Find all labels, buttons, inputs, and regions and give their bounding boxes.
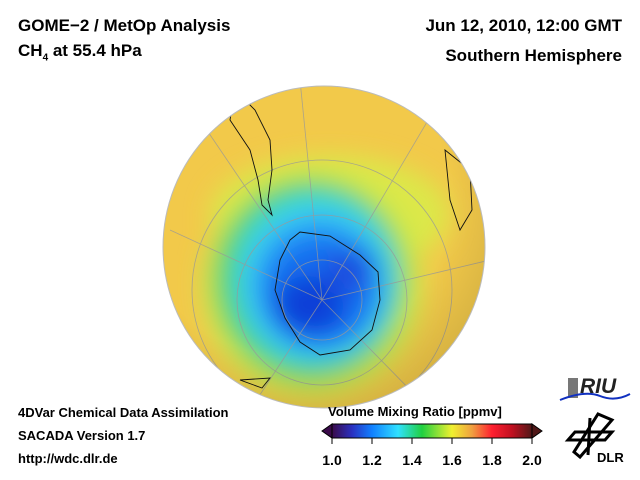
colorbar-tick: 1.8	[482, 452, 502, 468]
colorbar-tick: 2.0	[522, 452, 542, 468]
dlr-logo-text: DLR	[597, 450, 624, 465]
riu-logo-text: RIU	[580, 375, 617, 398]
species-subscript: 4	[42, 52, 49, 64]
colorbar-gradient	[331, 423, 533, 439]
colorbar-tick: 1.6	[442, 452, 462, 468]
colorbar-min-arrow	[321, 423, 333, 439]
species-suffix: at 55.4 hPa	[48, 41, 142, 60]
species-prefix: CH	[18, 41, 43, 60]
colorbar-tick: 1.2	[362, 452, 382, 468]
footer-url[interactable]: http://wdc.dlr.de	[18, 451, 118, 466]
species-label: CH4 at 55.4 hPa	[18, 41, 142, 63]
hemisphere-label: Southern Hemisphere	[445, 46, 622, 65]
datetime-label: Jun 12, 2010, 12:00 GMT	[425, 16, 622, 35]
footer-version: SACADA Version 1.7	[18, 428, 146, 443]
dlr-logo	[564, 412, 616, 460]
colorbar	[321, 423, 543, 444]
figure-title: GOME−2 / MetOp Analysis	[18, 16, 231, 35]
footer-method: 4DVar Chemical Data Assimilation	[18, 405, 229, 420]
colorbar-tick: 1.0	[322, 452, 342, 468]
colorbar-max-arrow	[531, 423, 543, 439]
ch4-field	[163, 86, 485, 408]
colorbar-tick: 1.4	[402, 452, 422, 468]
riu-logo	[559, 378, 631, 401]
colorbar-title: Volume Mixing Ratio [ppmv]	[328, 404, 502, 419]
